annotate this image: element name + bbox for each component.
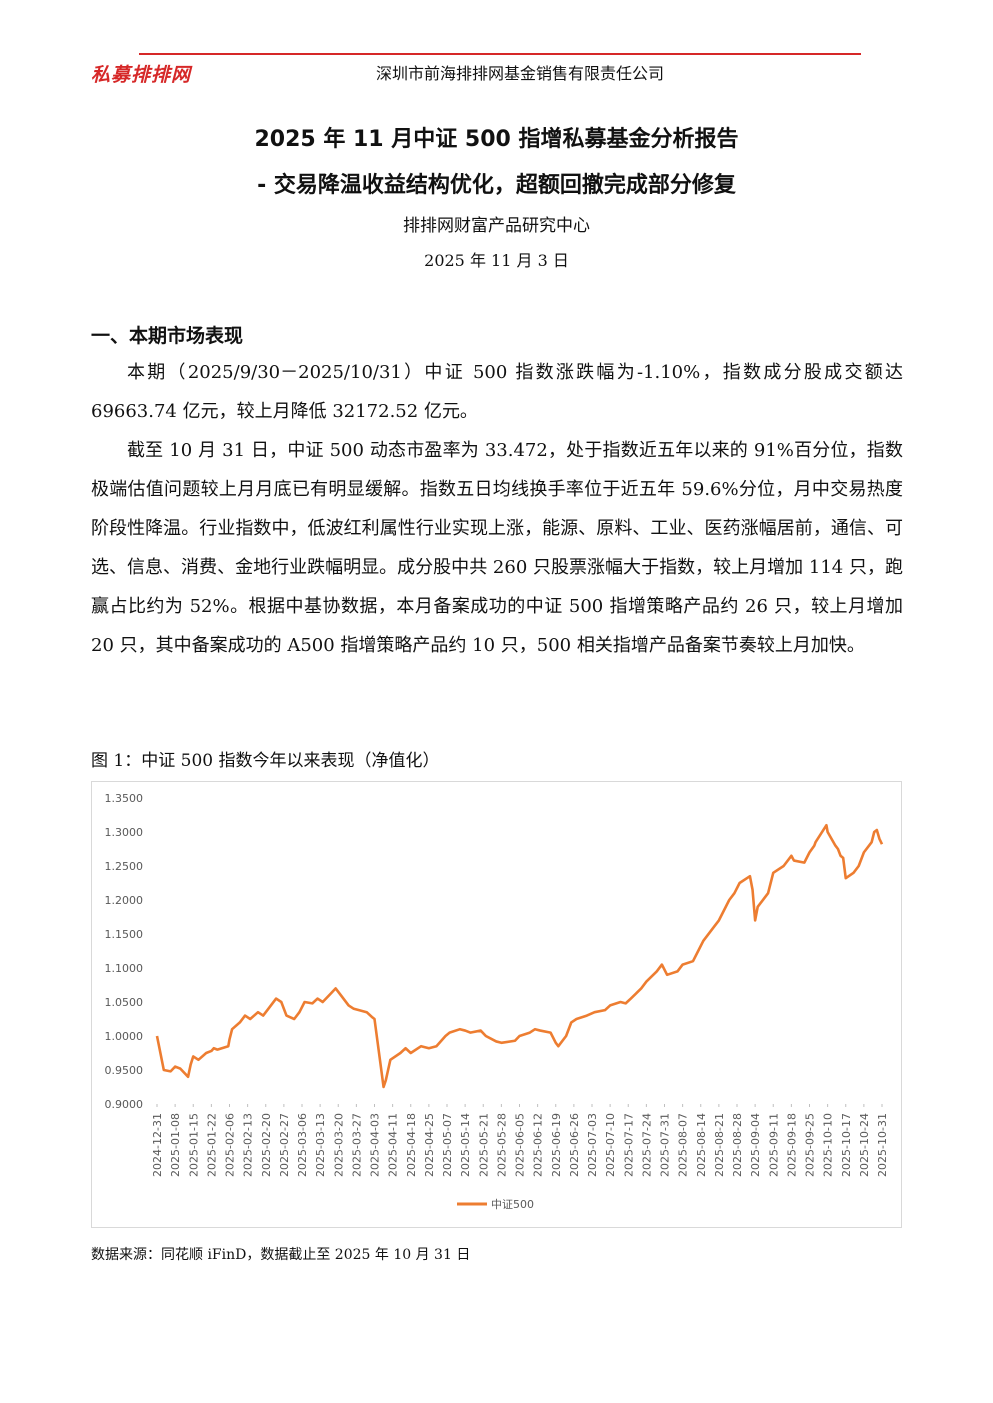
- x-tick-label: 2025-10-31: [876, 1113, 889, 1177]
- x-tick-label: 2025-10-17: [840, 1113, 853, 1177]
- y-tick-label: 0.9500: [105, 1064, 144, 1077]
- data-source: 数据来源：同花顺 iFinD，数据截止至 2025 年 10 月 31 日: [91, 1247, 471, 1263]
- x-tick-label: 2025-10-10: [822, 1113, 835, 1177]
- company-name: 深圳市前海排排网基金销售有限责任公司: [375, 64, 664, 83]
- logo: 私募排排网: [91, 64, 192, 86]
- x-tick-label: 2025-06-26: [568, 1113, 581, 1177]
- y-tick-label: 1.0500: [105, 996, 144, 1009]
- x-tick-label: 2025-08-14: [695, 1113, 708, 1177]
- y-tick-label: 1.2500: [105, 860, 144, 873]
- x-tick-label: 2025-07-17: [622, 1113, 635, 1177]
- x-tick-label: 2025-05-07: [441, 1113, 454, 1177]
- x-tick-label: 2025-02-20: [260, 1113, 273, 1177]
- x-tick-label: 2025-06-12: [532, 1113, 545, 1177]
- x-tick-label: 2025-07-03: [586, 1113, 599, 1177]
- x-tick-label: 2025-06-19: [550, 1113, 563, 1177]
- paragraph: 截至 10 月 31 日，中证 500 动态市盈率为 33.472，处于指数近五…: [91, 440, 903, 656]
- x-tick-label: 2025-05-28: [495, 1113, 508, 1177]
- x-tick-label: 2025-09-18: [785, 1113, 798, 1177]
- x-tick-label: 2025-03-13: [314, 1113, 327, 1177]
- x-tick-label: 2025-05-14: [459, 1113, 472, 1177]
- x-tick-label: 2025-02-06: [224, 1113, 237, 1177]
- x-tick-label: 2025-02-27: [278, 1113, 291, 1177]
- report-subtitle: - 交易降温收益结构优化，超额回撤完成部分修复: [257, 173, 736, 198]
- chart: 0.9000 0.9500 1.0000 1.0500 1.1000 1.1500 1.20…: [105, 792, 890, 1211]
- header-rule: [139, 53, 861, 55]
- x-tick-label: 2025-10-24: [858, 1113, 871, 1177]
- x-tick-label: 2025-03-06: [296, 1113, 309, 1177]
- y-tick-label: 1.1500: [105, 928, 144, 941]
- legend-label: 中证500: [491, 1198, 534, 1211]
- x-tick-label: 2025-04-03: [369, 1113, 382, 1177]
- x-tick-label: 2025-01-08: [169, 1113, 182, 1177]
- chart-frame: 0.9000 0.9500 1.0000 1.0500 1.1000 1.1500 1.20…: [91, 781, 902, 1228]
- x-tick-label: 2024-12-31: [151, 1113, 164, 1177]
- x-tick-label: 2025-07-31: [659, 1113, 672, 1177]
- x-tick-label: 2025-04-25: [423, 1113, 436, 1177]
- x-tick-label: 2025-06-05: [514, 1113, 527, 1177]
- y-tick-label: 1.2000: [105, 894, 144, 907]
- line-series: [155, 823, 884, 1089]
- x-tick-label: 2025-01-22: [205, 1113, 218, 1177]
- section-heading: 一、本期市场表现: [91, 325, 244, 347]
- y-tick-label: 1.3000: [105, 826, 144, 839]
- x-tick-label: 2025-09-04: [749, 1113, 762, 1177]
- report-title: 2025 年 11 月中证 500 指增私募基金分析报告: [254, 127, 739, 152]
- x-tick-label: 2025-09-25: [804, 1113, 817, 1177]
- x-tick-label: 2025-08-07: [677, 1113, 690, 1177]
- y-tick-label: 1.1000: [105, 962, 144, 975]
- y-tick-label: 1.0000: [105, 1030, 144, 1043]
- x-tick-label: 2025-01-15: [187, 1113, 200, 1177]
- author: 排排网财富产品研究中心: [403, 216, 590, 236]
- x-tick-label: 2025-03-27: [350, 1113, 363, 1177]
- x-tick-label: 2025-07-10: [604, 1113, 617, 1177]
- paragraph: 本期（2025/9/30－2025/10/31）中证 500 指数涨跌幅为-1.…: [91, 362, 903, 422]
- x-tick-label: 2025-08-21: [713, 1113, 726, 1177]
- report-date: 2025 年 11 月 3 日: [424, 251, 569, 270]
- y-tick-label: 0.9000: [105, 1098, 144, 1111]
- x-tick-label: 2025-09-11: [767, 1113, 780, 1177]
- x-tick-label: 2025-04-11: [387, 1113, 400, 1177]
- x-tick-label: 2025-08-28: [731, 1113, 744, 1177]
- x-tick-label: 2025-07-24: [640, 1113, 653, 1177]
- x-tick-label: 2025-03-20: [332, 1113, 345, 1177]
- x-tick-label: 2025-04-18: [405, 1113, 418, 1177]
- x-tick-label: 2025-05-21: [477, 1113, 490, 1177]
- x-tick-label: 2025-02-13: [242, 1113, 255, 1177]
- y-tick-label: 1.3500: [105, 792, 144, 805]
- figure-caption: 图 1：中证 500 指数今年以来表现（净值化）: [91, 751, 440, 771]
